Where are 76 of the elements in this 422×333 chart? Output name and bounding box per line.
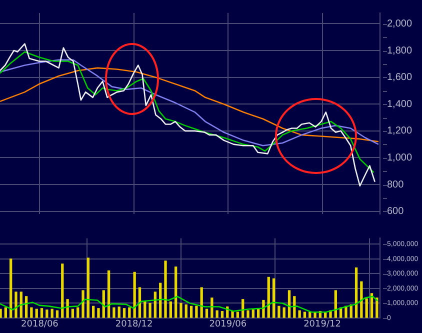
bar [272, 278, 276, 318]
bar [278, 306, 280, 318]
bar [180, 302, 182, 318]
bar [262, 300, 265, 318]
bar [50, 308, 54, 318]
bar [61, 264, 64, 318]
bar [92, 306, 95, 318]
bar [138, 287, 142, 318]
bar [314, 312, 316, 318]
bar [30, 307, 33, 318]
bar [365, 298, 368, 318]
bar [216, 310, 218, 318]
bar [20, 292, 22, 318]
bar [184, 304, 188, 318]
y-tick-label: 1,800 [387, 45, 412, 56]
bar [0, 308, 2, 318]
bar [174, 266, 178, 318]
bar [298, 310, 301, 318]
bar [107, 270, 110, 318]
bar [370, 293, 374, 318]
bar [220, 311, 224, 318]
bar [10, 258, 12, 318]
bar [97, 308, 100, 318]
bar [122, 308, 126, 318]
bar [159, 282, 162, 318]
bar [86, 258, 90, 318]
bar [40, 308, 44, 318]
x-tick-label: 2019/06 [209, 320, 247, 330]
bar [267, 276, 270, 318]
y-tick-label: 1,600 [387, 72, 412, 84]
y-tick-label: 1,400 [387, 98, 412, 110]
bar [231, 311, 234, 318]
bar [24, 296, 28, 318]
bar [344, 306, 348, 318]
bar [334, 290, 337, 318]
y-tick-label: 600 [387, 206, 404, 218]
bar [154, 292, 157, 318]
bar [200, 287, 203, 318]
bar [190, 306, 193, 318]
y-tick-label: 1,000 [387, 152, 412, 164]
x-tick-label: 2018/12 [115, 320, 153, 330]
bar [195, 306, 198, 318]
bar [252, 310, 254, 318]
bar [288, 290, 291, 318]
bar [56, 310, 59, 318]
bar [236, 312, 240, 318]
bar [293, 296, 296, 318]
bar [354, 267, 358, 318]
bar [118, 306, 120, 318]
bar [256, 308, 260, 318]
y-tick-label: 2,000 [387, 18, 412, 30]
bar [66, 299, 69, 318]
bar [205, 308, 208, 318]
bar [76, 307, 80, 318]
bar [303, 312, 306, 318]
bar [35, 308, 38, 318]
bar [282, 307, 286, 318]
bar [71, 308, 74, 318]
bar [144, 301, 146, 318]
bar [360, 281, 363, 318]
bar [164, 260, 167, 318]
x-tick-label: 2019/12 [304, 320, 341, 330]
bar [148, 302, 152, 318]
bar [246, 310, 250, 318]
y-tick-label: 1,200 [387, 126, 412, 137]
bar [14, 292, 18, 318]
bar [133, 272, 136, 318]
bar [169, 301, 172, 318]
y-tick-label: 800 [387, 179, 404, 190]
bar [4, 307, 7, 318]
bar [112, 307, 116, 318]
bar [82, 290, 84, 318]
bar [46, 310, 48, 318]
bar [376, 298, 378, 318]
bar [128, 307, 131, 318]
x-tick-label: 2018/06 [21, 320, 59, 330]
